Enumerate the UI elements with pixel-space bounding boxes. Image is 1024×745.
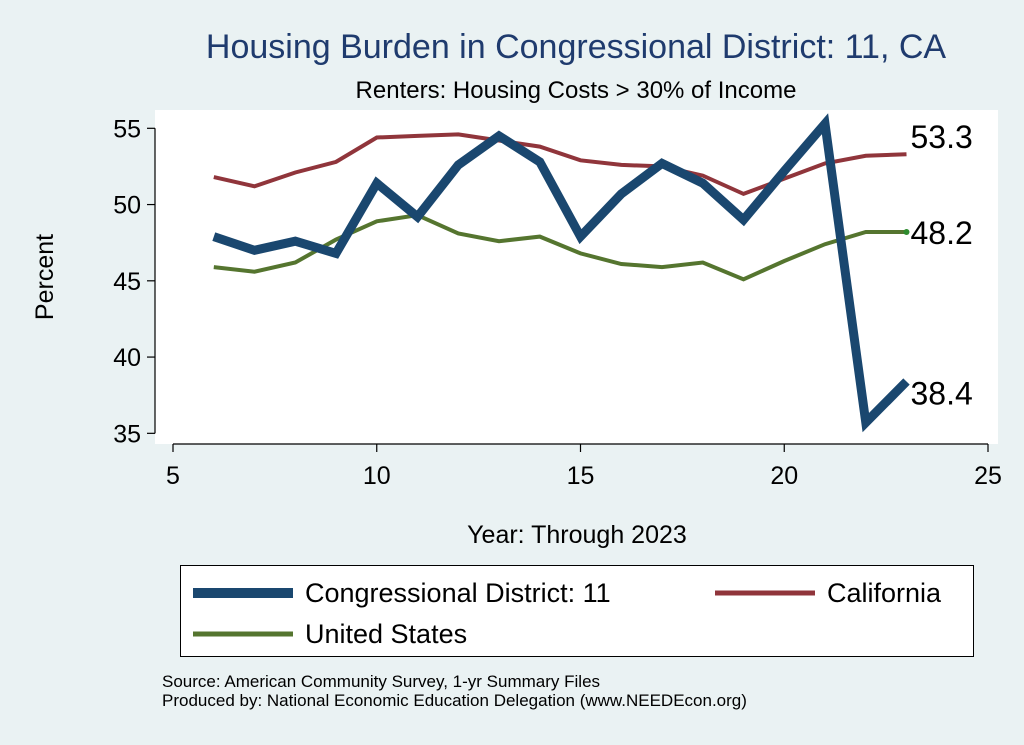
legend-swatch-california — [715, 590, 815, 596]
x-axis-label: Year: Through 2023 — [467, 521, 687, 549]
series-line-district — [212, 113, 910, 433]
legend-label-district: Congressional District: 11 — [305, 578, 611, 608]
end-label-district: 38.4 — [911, 375, 973, 411]
source-note: Source: American Community Survey, 1-yr … — [162, 672, 601, 691]
x-tick-label: 25 — [974, 462, 1002, 490]
x-tick-label: 15 — [567, 462, 595, 490]
legend: Congressional District: 11 California Un… — [180, 565, 974, 657]
series-line-california — [213, 132, 907, 197]
end-label-california: 53.3 — [911, 119, 973, 155]
x-tick-label: 10 — [363, 462, 391, 490]
footer: Source: American Community Survey, 1-yr … — [162, 672, 747, 710]
legend-item-united-states: United States — [193, 619, 593, 649]
y-tick-label: 40 — [113, 344, 141, 372]
end-labels: 38.4 53.3 48.2 — [911, 119, 973, 411]
legend-item-california: California — [715, 578, 965, 608]
y-tick-label: 45 — [113, 268, 141, 296]
chart-title: Housing Burden in Congressional District… — [206, 28, 946, 66]
legend-swatch-district — [193, 588, 293, 598]
produced-by-note: Produced by: National Economic Education… — [162, 691, 747, 710]
legend-label-california: California — [827, 578, 942, 608]
end-label-united-states: 48.2 — [911, 215, 973, 251]
x-tick-label: 20 — [770, 462, 798, 490]
series-lines — [212, 113, 910, 433]
y-axis-label: Percent — [31, 234, 59, 320]
y-tick-label: 35 — [113, 420, 141, 448]
legend-label-united-states: United States — [305, 619, 468, 649]
y-tick-label: 55 — [113, 115, 141, 143]
series-line-united-states — [213, 213, 907, 282]
y-tick-label: 50 — [113, 192, 141, 220]
chart-subtitle: Renters: Housing Costs > 30% of Income — [356, 77, 797, 104]
x-tick-label: 5 — [166, 462, 180, 490]
legend-item-district: Congressional District: 11 — [193, 578, 663, 608]
legend-swatch-united-states — [193, 631, 293, 637]
end-point-united-states — [903, 229, 910, 236]
